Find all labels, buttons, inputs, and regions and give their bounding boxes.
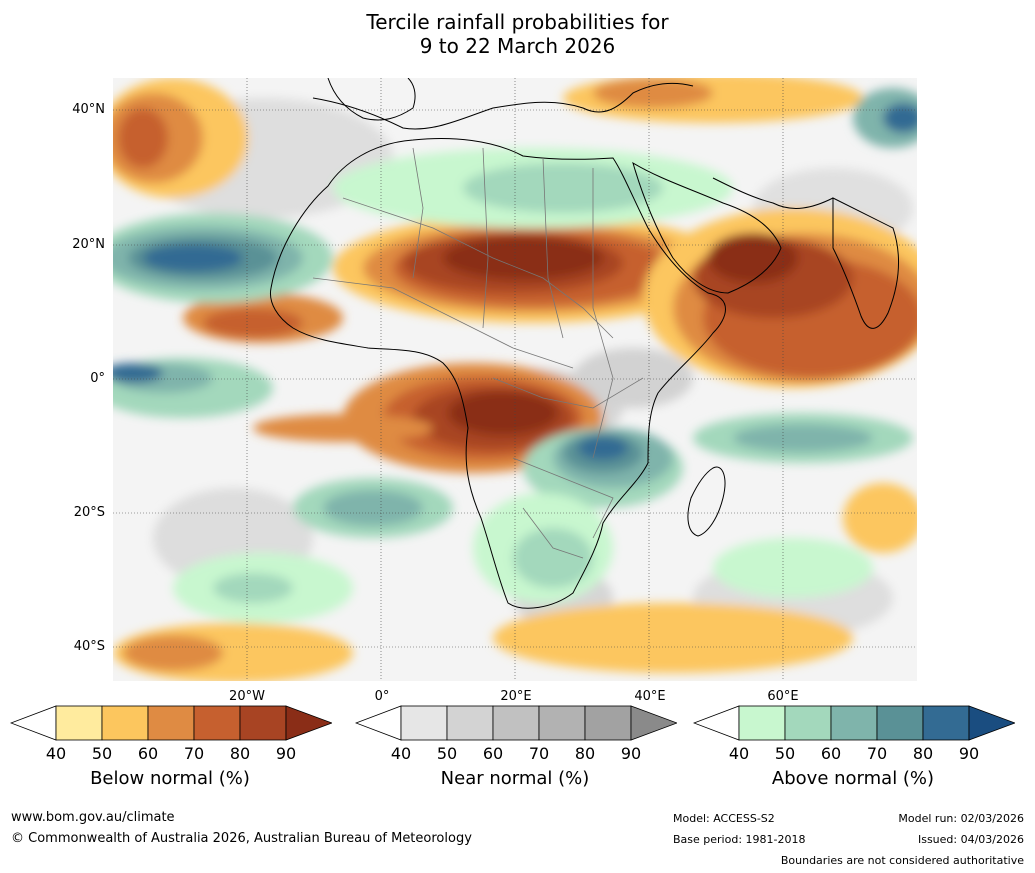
lon-label-20w: 20°W xyxy=(229,689,265,704)
above-colorbar-bin xyxy=(830,705,878,741)
colorbar-below-label: Below normal (%) xyxy=(90,768,250,789)
near-colorbar-bin xyxy=(538,705,586,741)
above-colorbar-low-end xyxy=(693,705,740,741)
above-colorbar-bin xyxy=(784,705,832,741)
lat-label-20s: 20°S xyxy=(73,505,105,520)
colorbar-near-label: Near normal (%) xyxy=(440,768,590,789)
near-colorbar-bin xyxy=(400,705,448,741)
below-colorbar-high-end xyxy=(285,705,332,741)
below-tick: 60 xyxy=(137,744,159,763)
copyright-text: © Commonwealth of Australia 2026, Austra… xyxy=(11,831,472,846)
website-link[interactable]: www.bom.gov.au/climate xyxy=(11,810,175,825)
coastlines xyxy=(269,78,899,609)
below-colorbar-low-end xyxy=(10,705,57,741)
near-colorbar-bin xyxy=(584,705,632,741)
lat-label-40n: 40°N xyxy=(72,102,105,117)
above-tick: 70 xyxy=(866,744,888,763)
above-tick: 80 xyxy=(912,744,934,763)
below-colorbar-bin xyxy=(101,705,149,741)
title-line-2: 9 to 22 March 2026 xyxy=(419,34,616,58)
country-borders xyxy=(312,147,644,559)
boundaries-disclaimer: Boundaries are not considered authoritat… xyxy=(780,854,1024,867)
near-tick: 90 xyxy=(620,744,642,763)
map-title: Tercile rainfall probabilities for 9 to … xyxy=(0,10,1035,58)
title-line-1: Tercile rainfall probabilities for xyxy=(366,10,669,34)
lat-label-0: 0° xyxy=(90,371,105,386)
below-colorbar-bin xyxy=(239,705,287,741)
above-colorbar-bin xyxy=(738,705,786,741)
probability-fields xyxy=(113,78,917,681)
near-colorbar-low-end xyxy=(355,705,402,741)
below-tick: 50 xyxy=(91,744,113,763)
above-tick: 40 xyxy=(728,744,750,763)
below-colorbar-bin xyxy=(193,705,241,741)
near-tick: 70 xyxy=(528,744,550,763)
graticule xyxy=(113,78,917,681)
colorbar-below xyxy=(10,705,332,741)
near-colorbar-high-end xyxy=(630,705,677,741)
below-tick: 90 xyxy=(275,744,297,763)
near-tick: 40 xyxy=(390,744,412,763)
lat-label-40s: 40°S xyxy=(73,639,105,654)
below-colorbar-bin xyxy=(55,705,103,741)
above-tick: 90 xyxy=(958,744,980,763)
below-tick: 70 xyxy=(183,744,205,763)
near-tick: 60 xyxy=(482,744,504,763)
map-canvas xyxy=(113,78,917,681)
above-colorbar-bin xyxy=(876,705,924,741)
above-colorbar-high-end xyxy=(968,705,1015,741)
above-tick: 50 xyxy=(774,744,796,763)
issued-date: Issued: 04/03/2026 xyxy=(917,833,1024,846)
lon-label-40e: 40°E xyxy=(634,689,666,704)
lon-label-0: 0° xyxy=(374,689,390,704)
lon-label-20e: 20°E xyxy=(500,689,532,704)
below-colorbar-bin xyxy=(147,705,195,741)
near-colorbar-bin xyxy=(446,705,494,741)
colorbar-near xyxy=(355,705,677,741)
above-tick: 60 xyxy=(820,744,842,763)
base-period: Base period: 1981-2018 xyxy=(673,833,806,846)
below-tick: 80 xyxy=(229,744,251,763)
colorbar-above xyxy=(693,705,1015,741)
below-tick: 40 xyxy=(45,744,67,763)
near-tick: 50 xyxy=(436,744,458,763)
model-name: Model: ACCESS-S2 xyxy=(673,812,775,825)
model-run-date: Model run: 02/03/2026 xyxy=(898,812,1024,825)
near-tick: 80 xyxy=(574,744,596,763)
above-colorbar-bin xyxy=(922,705,970,741)
lon-label-60e: 60°E xyxy=(767,689,799,704)
lat-label-20n: 20°N xyxy=(72,237,105,252)
near-colorbar-bin xyxy=(492,705,540,741)
colorbar-above-label: Above normal (%) xyxy=(771,768,935,789)
rainfall-probability-map xyxy=(113,78,917,681)
